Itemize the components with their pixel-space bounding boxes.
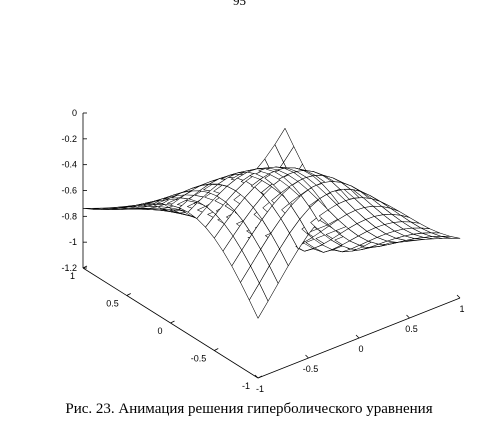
tick-mark bbox=[257, 375, 263, 379]
z-tick-label: -0.6 bbox=[61, 186, 77, 196]
tick-mark bbox=[406, 314, 410, 319]
left-axis-tick-label: 0 bbox=[157, 326, 162, 336]
tick-mark bbox=[214, 348, 219, 351]
left-axis-tick-label: 1 bbox=[70, 271, 75, 281]
z-tick-label: -0.4 bbox=[61, 160, 77, 170]
right-axis-tick-label: 0 bbox=[358, 344, 363, 354]
tick-mark bbox=[456, 294, 461, 299]
right-axis-tick-label: 0.5 bbox=[405, 324, 418, 334]
left-axis-tick-label: 0.5 bbox=[106, 299, 119, 309]
z-tick-label: -0.2 bbox=[61, 134, 77, 144]
left-axis-tick-label: -0.5 bbox=[191, 354, 207, 364]
surface-mesh bbox=[82, 128, 461, 319]
mesh-cell bbox=[440, 236, 461, 239]
right-axis-tick-label: -0.5 bbox=[303, 364, 319, 374]
tick-mark bbox=[82, 265, 88, 269]
tick-mark bbox=[254, 374, 259, 379]
z-tick-label: -1 bbox=[69, 237, 77, 247]
page-number: 95 bbox=[233, 0, 246, 8]
tick-mark bbox=[305, 354, 309, 359]
tick-mark bbox=[355, 334, 360, 339]
z-tick-label: -1.2 bbox=[61, 263, 77, 273]
figure-caption: Рис. 23. Анимация решения гиперболическо… bbox=[65, 401, 433, 417]
z-tick-label: 0 bbox=[72, 108, 77, 118]
surface-plot: 0-0.2-0.4-0.6-0.8-1-1.210.50-0.5-1 -1-0.5… bbox=[61, 108, 464, 392]
left-axis-tick-label: -1 bbox=[242, 381, 250, 391]
z-tick-label: -0.8 bbox=[61, 211, 77, 221]
tick-mark bbox=[170, 320, 175, 324]
right-axis-tick-label: 1 bbox=[459, 304, 464, 314]
right-axis-tick-label: -1 bbox=[256, 384, 264, 392]
tick-mark bbox=[126, 293, 131, 296]
